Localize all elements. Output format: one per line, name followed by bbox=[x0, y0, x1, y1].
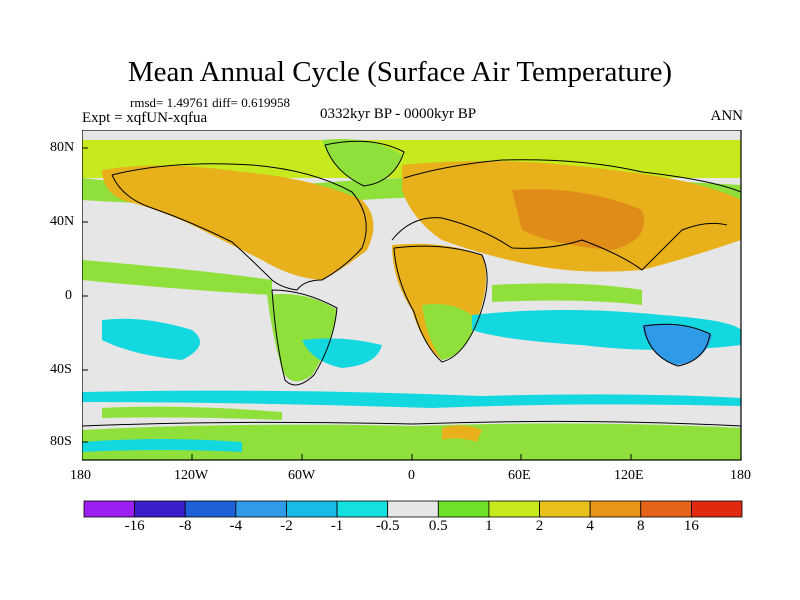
lat-label-80s: 80S bbox=[50, 434, 72, 449]
colorbar-label: -8 bbox=[178, 518, 192, 534]
period-label: 0332kyr BP - 0000kyr BP bbox=[320, 106, 477, 122]
greenland bbox=[322, 139, 402, 185]
colorbar-label: 8 bbox=[637, 518, 645, 534]
map-ticks bbox=[82, 147, 632, 460]
lon-label-120e: 120E bbox=[614, 468, 644, 483]
southern-ocean-cool bbox=[82, 390, 741, 408]
lon-label-180w: 180 bbox=[70, 468, 91, 483]
lat-label-40s: 40S bbox=[50, 362, 72, 377]
colorbar-swatch bbox=[286, 500, 338, 518]
colorbar-swatch bbox=[589, 500, 642, 518]
coast-africa bbox=[393, 245, 488, 363]
lon-label-60e: 60E bbox=[508, 468, 531, 483]
colorbar-label: -0.5 bbox=[375, 518, 400, 534]
lat-label-0: 0 bbox=[65, 288, 72, 303]
coast-australia bbox=[643, 323, 711, 367]
colorbar-label: 0.5 bbox=[428, 518, 448, 534]
coastlines bbox=[82, 140, 742, 427]
tropical-pacific-band bbox=[82, 260, 272, 295]
stats-label: rmsd= 1.49761 diff= 0.619958 bbox=[130, 95, 290, 110]
lat-label-80n: 80N bbox=[50, 140, 75, 155]
colorbar-swatch bbox=[437, 500, 490, 518]
colorbar-swatch bbox=[690, 500, 743, 518]
coast-greenland bbox=[324, 140, 405, 187]
colorbar-swatch bbox=[539, 500, 591, 518]
lon-label-0: 0 bbox=[408, 468, 415, 483]
colorbar bbox=[83, 500, 743, 518]
colorbar-label: 16 bbox=[683, 518, 699, 534]
colorbar-label: -4 bbox=[229, 518, 243, 534]
coast-south-america bbox=[271, 289, 338, 386]
map-field bbox=[82, 130, 741, 460]
colorbar-swatch bbox=[336, 500, 389, 518]
south-pacific-cool bbox=[102, 318, 200, 360]
lon-label-180e: 180 bbox=[730, 468, 751, 483]
temperature-map bbox=[82, 130, 742, 461]
colorbar-swatch bbox=[235, 500, 287, 518]
north-america-warm bbox=[102, 165, 374, 280]
central-asia-hot bbox=[512, 189, 644, 250]
southern-africa bbox=[422, 304, 477, 360]
experiment-label: Expt = xqfUN-xqfua bbox=[82, 110, 208, 126]
colorbar-swatch bbox=[640, 500, 692, 518]
colorbar-label: 2 bbox=[535, 518, 544, 534]
antarctica-cool bbox=[82, 439, 242, 452]
colorbar-label: -2 bbox=[280, 518, 293, 534]
colorbar-label: 4 bbox=[586, 518, 594, 534]
chart-title: Mean Annual Cycle (Surface Air Temperatu… bbox=[127, 56, 673, 88]
southern-ocean-warm bbox=[102, 406, 282, 420]
coast-eurasia-north bbox=[403, 159, 742, 193]
antarctica-warm bbox=[82, 423, 741, 460]
colorbar-swatch bbox=[134, 500, 186, 518]
coast-antarctica bbox=[82, 420, 742, 427]
antarctic-hot-spot bbox=[442, 425, 482, 442]
lon-label-120w: 120W bbox=[174, 468, 209, 483]
colorbar-swatch bbox=[387, 500, 439, 518]
australia-cool bbox=[642, 323, 712, 365]
colorbar-label: -1 bbox=[330, 518, 344, 534]
colorbar-swatch bbox=[184, 500, 237, 518]
lat-label-40n: 40N bbox=[50, 214, 75, 229]
colorbar-label: -16 bbox=[124, 518, 145, 534]
coast-north-america bbox=[111, 163, 367, 291]
indian-ocean-band bbox=[492, 283, 642, 305]
lon-label-60w: 60W bbox=[288, 468, 316, 483]
colorbar-swatch bbox=[83, 500, 136, 518]
colorbar-label: 1 bbox=[485, 518, 493, 534]
coast-eurasia-south bbox=[391, 217, 728, 271]
colorbar-swatch bbox=[488, 500, 540, 518]
season-label: ANN bbox=[710, 108, 744, 124]
